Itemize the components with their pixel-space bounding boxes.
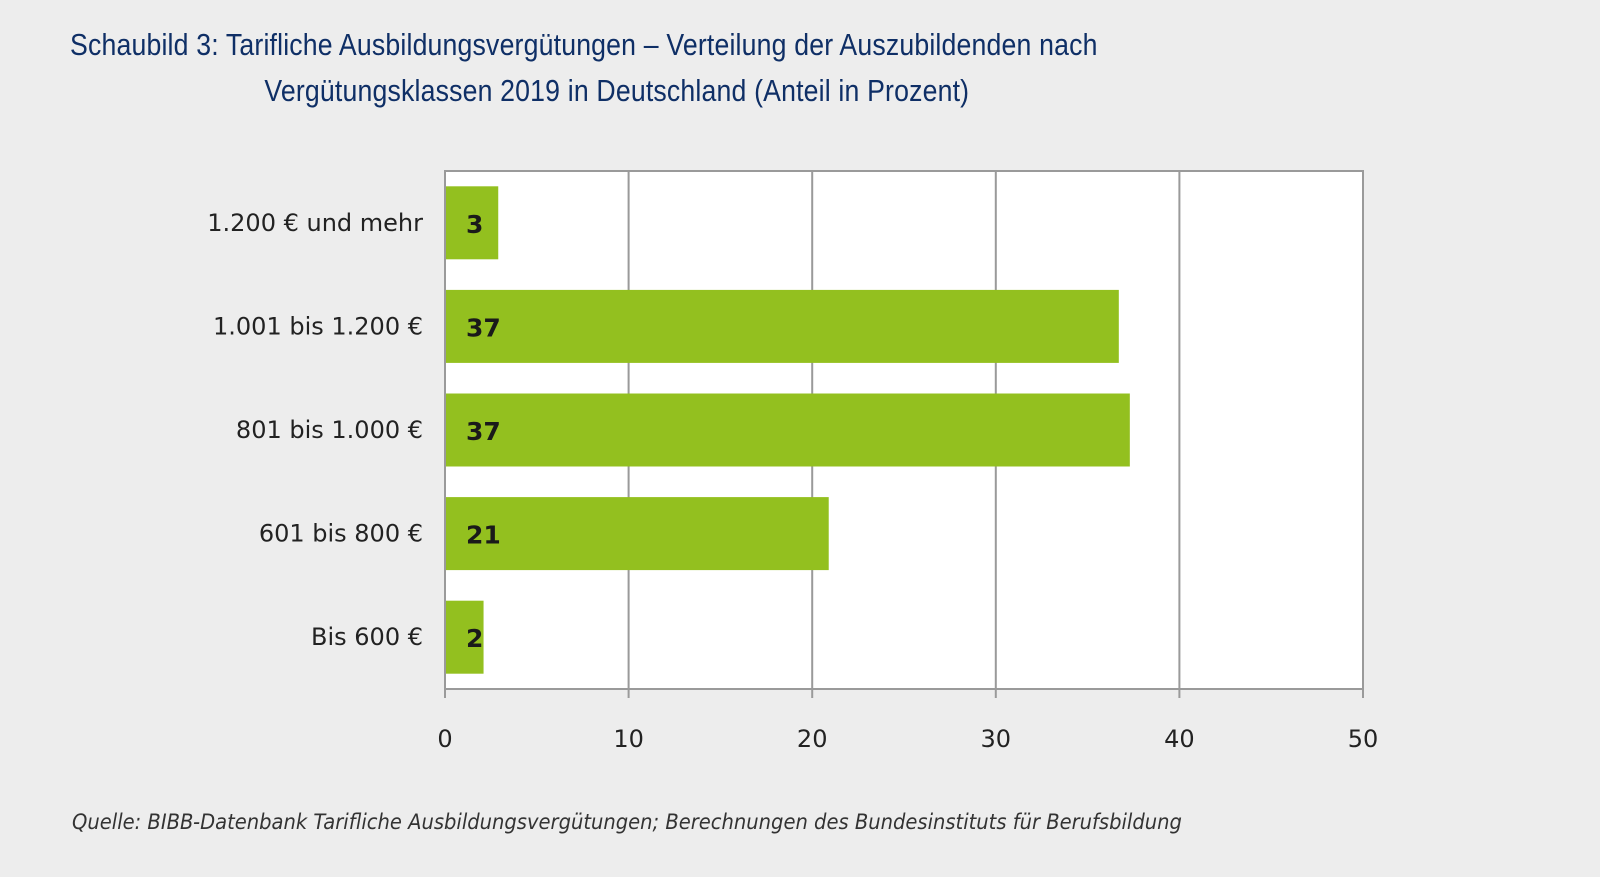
x-tick-label: 40 <box>1164 725 1195 753</box>
data-label: 37 <box>466 417 501 446</box>
x-tick-label: 50 <box>1348 725 1379 753</box>
category-label: 1.001 bis 1.200 € <box>213 312 423 340</box>
category-label: 601 bis 800 € <box>259 520 423 548</box>
bar <box>446 497 829 571</box>
chart-title-line2: Vergütungsklassen 2019 in Deutschland (A… <box>264 73 970 108</box>
data-label: 3 <box>466 210 483 239</box>
x-tick-label: 30 <box>981 725 1012 753</box>
data-label: 21 <box>466 521 501 550</box>
category-label: 1.200 € und mehr <box>207 209 423 237</box>
chart-title: Schaubild 3: Tarifliche Ausbildungsvergü… <box>70 22 1343 114</box>
x-tick-label: 0 <box>437 725 452 753</box>
bar <box>446 393 1130 467</box>
source-note: Quelle: BIBB-Datenbank Tarifliche Ausbil… <box>72 810 1182 834</box>
chart-title-line1: Schaubild 3: Tarifliche Ausbildungsvergü… <box>70 27 1098 62</box>
bar <box>446 600 484 674</box>
bar <box>446 186 499 260</box>
x-tick-label: 10 <box>613 725 644 753</box>
data-label: 2 <box>466 624 483 653</box>
category-label: Bis 600 € <box>311 623 423 651</box>
x-tick-label: 20 <box>797 725 828 753</box>
bar <box>446 289 1119 363</box>
data-label: 37 <box>466 313 501 342</box>
category-label: 801 bis 1.000 € <box>236 416 423 444</box>
